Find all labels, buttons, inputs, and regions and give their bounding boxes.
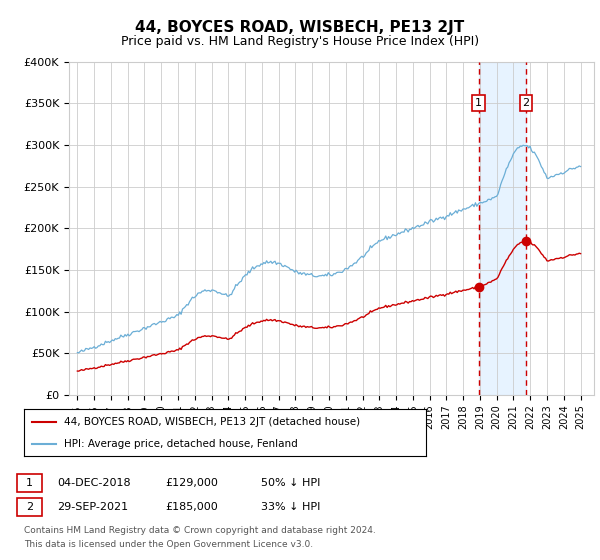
Text: 1: 1: [26, 478, 33, 488]
Text: This data is licensed under the Open Government Licence v3.0.: This data is licensed under the Open Gov…: [24, 540, 313, 549]
Text: 50% ↓ HPI: 50% ↓ HPI: [261, 478, 320, 488]
Text: 33% ↓ HPI: 33% ↓ HPI: [261, 502, 320, 512]
Text: Contains HM Land Registry data © Crown copyright and database right 2024.: Contains HM Land Registry data © Crown c…: [24, 526, 376, 535]
Text: HPI: Average price, detached house, Fenland: HPI: Average price, detached house, Fenl…: [64, 438, 298, 449]
Text: £185,000: £185,000: [165, 502, 218, 512]
Bar: [479, 62, 526, 395]
Text: £129,000: £129,000: [165, 478, 218, 488]
Text: 2: 2: [26, 502, 33, 512]
Text: 2: 2: [523, 98, 530, 108]
Text: 44, BOYCES ROAD, WISBECH, PE13 2JT (detached house): 44, BOYCES ROAD, WISBECH, PE13 2JT (deta…: [64, 417, 361, 427]
Text: 29-SEP-2021: 29-SEP-2021: [57, 502, 128, 512]
Text: 44, BOYCES ROAD, WISBECH, PE13 2JT: 44, BOYCES ROAD, WISBECH, PE13 2JT: [136, 20, 464, 35]
Text: Price paid vs. HM Land Registry's House Price Index (HPI): Price paid vs. HM Land Registry's House …: [121, 35, 479, 48]
Text: 04-DEC-2018: 04-DEC-2018: [57, 478, 131, 488]
Text: 1: 1: [475, 98, 482, 108]
